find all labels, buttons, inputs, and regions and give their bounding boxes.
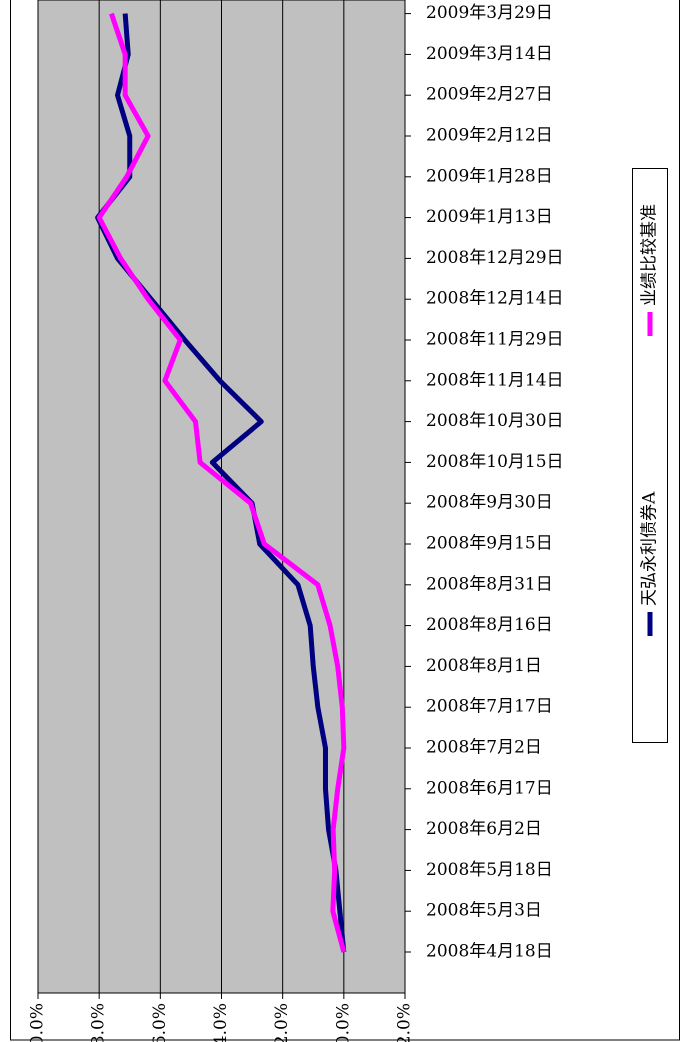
value-tick-label: 0.0% [333, 1003, 353, 1042]
category-label: 2008年6月2日 [426, 819, 542, 839]
value-tick-label: 2.0% [272, 1003, 292, 1042]
value-tick-label: 8.0% [89, 1003, 109, 1042]
category-label: 2008年7月17日 [426, 697, 553, 717]
value-tick-label: 6.0% [150, 1003, 170, 1042]
category-label: 2008年8月16日 [426, 615, 553, 635]
category-label: 2008年9月15日 [426, 534, 553, 554]
category-label: 2008年11月14日 [426, 370, 564, 390]
value-tick-label: -2.0% [395, 1003, 415, 1042]
category-label: 2008年9月30日 [426, 493, 553, 513]
category-label: 2008年10月30日 [426, 411, 564, 431]
legend [632, 168, 668, 743]
category-label: 2008年5月3日 [426, 901, 542, 921]
category-label: 2008年12月29日 [426, 248, 564, 268]
category-label: 2008年4月18日 [426, 942, 553, 962]
category-label: 2009年3月14日 [426, 44, 553, 64]
category-label: 2009年3月29日 [426, 3, 553, 23]
category-label: 2009年1月13日 [426, 207, 553, 227]
category-label: 2008年6月17日 [426, 778, 553, 798]
value-tick-label: 10.0% [28, 1003, 48, 1042]
category-label: 2008年7月2日 [426, 738, 542, 758]
category-label: 2008年8月31日 [426, 574, 553, 594]
category-label: 2009年2月12日 [426, 126, 553, 146]
legend-label: 业绩比较基准 [640, 204, 660, 306]
category-label: 2009年2月27日 [426, 85, 553, 105]
value-tick-label: 4.0% [211, 1003, 231, 1042]
legend-label: 天弘永利债券A [640, 491, 660, 606]
category-label: 2008年5月18日 [426, 860, 553, 880]
category-label: 2009年1月28日 [426, 166, 553, 186]
category-label: 2008年12月14日 [426, 289, 564, 309]
series-line [96, 12, 347, 953]
category-label: 2008年10月15日 [426, 452, 564, 472]
category-label: 2008年8月1日 [426, 656, 542, 676]
category-label: 2008年11月29日 [426, 330, 564, 350]
